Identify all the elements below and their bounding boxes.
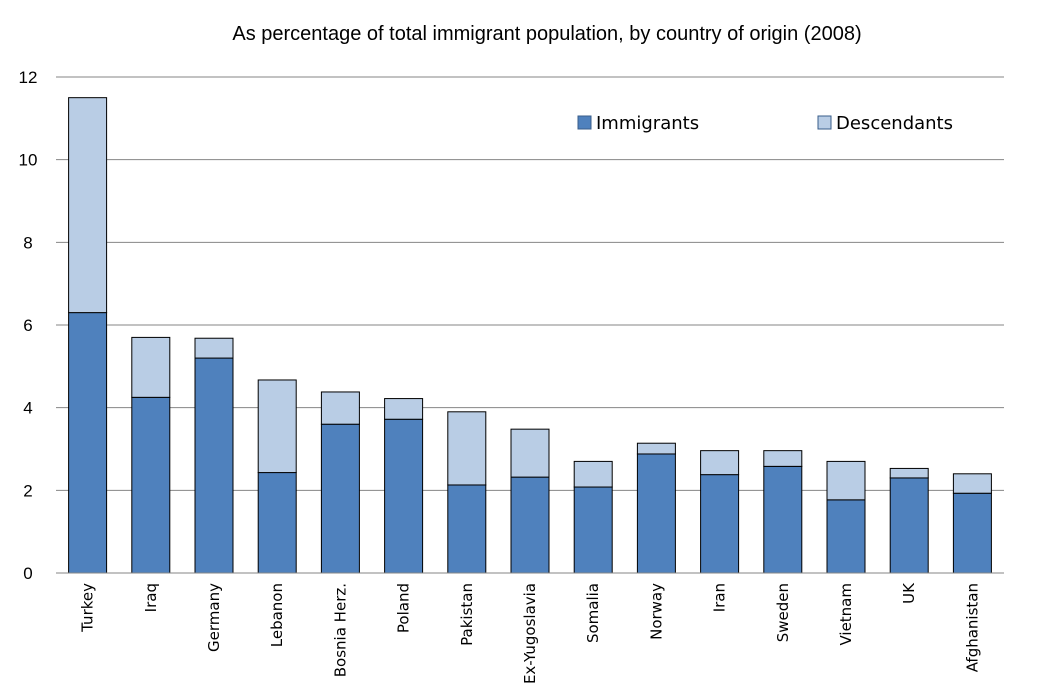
bar-immigrants-poland — [384, 418, 424, 574]
bar-descendants-norway — [636, 442, 676, 455]
bar-descendants-turkey — [68, 97, 108, 314]
bar-immigrants-germany — [194, 357, 234, 574]
x-tick-label: Bosnia Herz. — [331, 583, 349, 677]
x-tick-label: Pakistan — [458, 583, 476, 646]
x-tick-label: Turkey — [79, 583, 97, 633]
bar-descendants-afghanistan — [952, 473, 992, 494]
bar-immigrants-iran — [700, 474, 740, 574]
x-tick-label: UK — [900, 582, 918, 604]
bar-descendants-uk — [889, 467, 929, 479]
bar-immigrants-somalia — [573, 486, 613, 574]
bar-immigrants-uk — [889, 477, 929, 574]
y-tick-label: 2 — [23, 481, 32, 500]
x-tick-label: Ex-Yugoslavia — [521, 583, 539, 684]
legend: Immigrants Descendants — [577, 113, 953, 134]
y-tick-label: 8 — [23, 233, 32, 252]
bar-descendants-bosnia-herz — [320, 391, 360, 425]
x-tick-label: Iran — [711, 583, 729, 612]
legend-swatch-immigrants — [577, 115, 592, 130]
x-tick-label: Iraq — [142, 583, 160, 612]
y-tick-label: 4 — [23, 399, 32, 418]
y-tick-label: 10 — [19, 151, 38, 170]
legend-label-immigrants: Immigrants — [596, 113, 699, 134]
bar-immigrants-sweden — [763, 465, 803, 574]
bars — [68, 97, 992, 574]
bar-descendants-iran — [700, 450, 740, 476]
chart-title: As percentage of total immigrant populat… — [232, 23, 861, 45]
bar-descendants-iraq — [131, 336, 171, 398]
bar-immigrants-vietnam — [826, 499, 866, 574]
bar-immigrants-lebanon — [257, 472, 297, 574]
y-tick-label: 0 — [23, 564, 32, 583]
y-axis-ticks: 0 2 4 6 8 10 12 — [19, 68, 38, 583]
bar-immigrants-turkey — [68, 312, 108, 574]
x-tick-label: Afghanistan — [963, 583, 981, 672]
bar-immigrants-bosnia-herz — [320, 423, 360, 574]
y-tick-label: 6 — [23, 316, 32, 335]
bar-immigrants-ex-yugoslavia — [510, 476, 550, 574]
x-tick-label: Poland — [395, 583, 413, 633]
legend-label-descendants: Descendants — [836, 113, 953, 134]
x-tick-label: Somalia — [584, 583, 602, 643]
x-axis-labels: Turkey Iraq Germany Lebanon Bosnia Herz. Pola… — [79, 582, 982, 684]
y-tick-label: 12 — [19, 68, 38, 87]
bar-descendants-pakistan — [447, 411, 487, 486]
bar-descendants-lebanon — [257, 379, 297, 474]
bar-descendants-vietnam — [826, 460, 866, 501]
x-tick-label: Germany — [205, 583, 223, 652]
legend-swatch-descendants — [817, 115, 832, 130]
bar-descendants-germany — [194, 337, 234, 359]
x-tick-label: Lebanon — [268, 583, 286, 647]
x-tick-label: Vietnam — [837, 583, 855, 646]
x-tick-label: Norway — [647, 583, 665, 640]
bar-immigrants-iraq — [131, 396, 171, 574]
bar-descendants-poland — [384, 398, 424, 420]
x-tick-label: Sweden — [774, 583, 792, 642]
bar-descendants-sweden — [763, 450, 803, 467]
bar-descendants-somalia — [573, 460, 613, 488]
bar-descendants-ex-yugoslavia — [510, 428, 550, 478]
bar-immigrants-pakistan — [447, 484, 487, 574]
bar-immigrants-afghanistan — [952, 492, 992, 574]
bar-immigrants-norway — [636, 453, 676, 574]
